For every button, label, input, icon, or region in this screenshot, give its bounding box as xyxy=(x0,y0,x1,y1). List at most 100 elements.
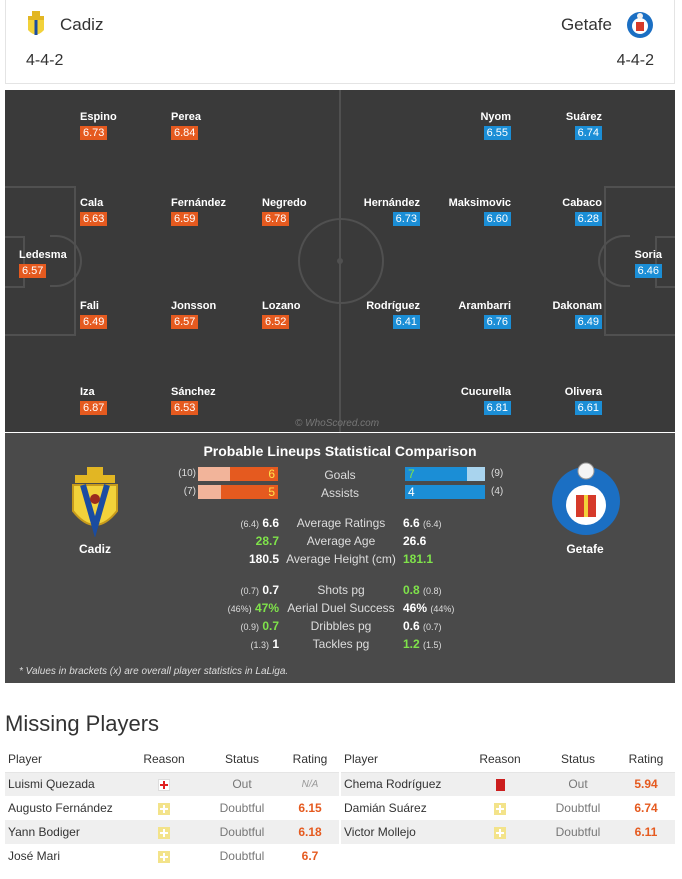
missing-players-title: Missing Players xyxy=(5,711,160,736)
away-goals-value: 7 xyxy=(408,467,415,481)
home-assists-track: 5 xyxy=(198,485,278,499)
stat-label: Average Ratings xyxy=(296,516,386,530)
player-name: Suárez xyxy=(565,111,602,123)
home-assists-fill xyxy=(221,485,278,499)
col-rating[interactable]: Rating xyxy=(281,746,339,773)
stat-row-aerial: (46%) 47% Aerial Duel Success 46% (44%) xyxy=(5,601,675,619)
player-name: Olivera xyxy=(564,386,602,398)
home-player[interactable]: Fali 6.49 xyxy=(80,300,170,330)
home-player[interactable]: Ledesma 6.57 xyxy=(19,249,109,279)
home-player[interactable]: Iza 6.87 xyxy=(80,386,170,416)
player-name: Soria xyxy=(634,249,662,261)
home-stat-value: (46%) 47% xyxy=(227,601,279,615)
player-rating: 6.61 xyxy=(574,401,602,415)
home-player[interactable]: Sánchez 6.53 xyxy=(171,386,261,416)
away-stat-value: 26.6 xyxy=(403,534,427,548)
player-rating: 6.78 xyxy=(262,212,290,226)
col-rating[interactable]: Rating xyxy=(617,746,675,773)
col-status[interactable]: Status xyxy=(203,746,281,773)
home-stat-value: (1.3) 1 xyxy=(250,637,279,651)
away-player[interactable]: Cabaco 6.28 xyxy=(512,197,602,227)
player-rating: 6.59 xyxy=(171,212,199,226)
missing-player-name[interactable]: José Mari xyxy=(8,849,61,863)
missing-player-name[interactable]: Chema Rodríguez xyxy=(341,772,461,796)
missing-status: Doubtful xyxy=(219,801,265,815)
away-goals-track: 7 xyxy=(405,467,485,481)
player-rating: 6.41 xyxy=(392,315,420,329)
col-status[interactable]: Status xyxy=(539,746,617,773)
player-rating: 6.74 xyxy=(574,126,602,140)
player-name: Cucurella xyxy=(460,386,511,398)
doubtful-icon xyxy=(158,802,170,815)
home-stat-value: (0.7) 0.7 xyxy=(240,583,279,597)
player-rating: 6.81 xyxy=(483,401,511,415)
missing-player-name[interactable]: Victor Mollejo xyxy=(341,820,461,844)
away-goals-fill xyxy=(405,467,468,481)
stat-row-shots: (0.7) 0.7 Shots pg 0.8 (0.8) xyxy=(5,583,675,601)
table-row: Victor Mollejo Doubtful 6.11 xyxy=(341,820,675,844)
home-player[interactable]: Cala 6.63 xyxy=(80,197,170,227)
col-player[interactable]: Player xyxy=(341,746,461,773)
home-goals-overall: (10) xyxy=(178,468,196,479)
home-stat-value: 180.5 xyxy=(248,552,279,566)
away-stat-value: 181.1 xyxy=(403,552,434,566)
red-card-icon xyxy=(495,779,505,792)
missing-status: Doubtful xyxy=(219,849,265,863)
comparison-away-name: Getafe xyxy=(566,542,604,556)
home-assists-value: 5 xyxy=(268,485,275,499)
player-name: Maksimovic xyxy=(448,197,511,209)
away-player[interactable]: Soria 6.46 xyxy=(572,249,662,279)
home-player[interactable]: Jonsson 6.57 xyxy=(171,300,261,330)
table-row: Augusto Fernández Doubtful 6.15 xyxy=(5,796,339,820)
comparison-title: Probable Lineups Statistical Comparison xyxy=(203,443,477,459)
away-player[interactable]: Dakonam 6.49 xyxy=(512,300,602,330)
away-player[interactable]: Nyom 6.55 xyxy=(421,111,511,141)
col-reason[interactable]: Reason xyxy=(125,746,203,773)
missing-status: Out xyxy=(203,772,281,796)
home-team-name[interactable]: Cadiz xyxy=(60,15,104,34)
player-name: Lozano xyxy=(262,300,301,312)
player-rating: 6.49 xyxy=(574,315,602,329)
away-team-name[interactable]: Getafe xyxy=(560,15,612,34)
home-goals-value: 6 xyxy=(268,467,275,481)
home-goals-track: 6 xyxy=(198,467,278,481)
home-player[interactable]: Lozano 6.52 xyxy=(262,300,352,330)
missing-rating: 5.94 xyxy=(617,772,675,796)
away-player[interactable]: Suárez 6.74 xyxy=(512,111,602,141)
missing-player-name[interactable]: Augusto Fernández xyxy=(8,801,113,815)
missing-player-name[interactable]: Yann Bodiger xyxy=(5,820,125,844)
cadiz-crest-icon xyxy=(72,467,118,537)
watermark: © WhoScored.com xyxy=(295,418,380,429)
col-player[interactable]: Player xyxy=(5,746,125,773)
player-name: Cala xyxy=(80,197,104,209)
player-rating: 6.46 xyxy=(634,264,662,278)
away-player[interactable]: Rodríguez 6.41 xyxy=(330,300,420,330)
center-spot xyxy=(337,258,343,264)
goal-box-left xyxy=(5,236,25,288)
missing-rating: 6.74 xyxy=(634,801,658,815)
player-name: Jonsson xyxy=(171,300,217,312)
col-reason[interactable]: Reason xyxy=(461,746,539,773)
getafe-crest-icon xyxy=(552,462,620,535)
getafe-badge-icon xyxy=(627,12,653,38)
away-player[interactable]: Cucurella 6.81 xyxy=(421,386,511,416)
player-rating: 6.84 xyxy=(171,126,199,140)
player-rating: 6.60 xyxy=(483,212,511,226)
away-player[interactable]: Arambarri 6.76 xyxy=(421,300,511,330)
away-player[interactable]: Hernández 6.73 xyxy=(330,197,420,227)
missing-player-name[interactable]: Damián Suárez xyxy=(344,801,427,815)
away-assists-track: 4 xyxy=(405,485,485,499)
home-assists-overall: (7) xyxy=(183,486,196,497)
home-player[interactable]: Negredo 6.78 xyxy=(262,197,352,227)
away-player[interactable]: Maksimovic 6.60 xyxy=(421,197,511,227)
stat-row-tackles: (1.3) 1 Tackles pg 1.2 (1.5) xyxy=(5,637,675,655)
stat-row-average-height: 180.5 Average Height (cm) 181.1 xyxy=(5,552,675,570)
doubtful-icon xyxy=(158,826,170,839)
missing-player-name[interactable]: Luismi Quezada xyxy=(5,772,125,796)
home-player[interactable]: Fernández 6.59 xyxy=(171,197,261,227)
away-player[interactable]: Olivera 6.61 xyxy=(512,386,602,416)
home-player[interactable]: Espino 6.73 xyxy=(80,111,170,141)
home-player[interactable]: Perea 6.84 xyxy=(171,111,261,141)
away-missing-table: Player Reason Status Rating Chema Rodríg… xyxy=(341,746,675,844)
player-rating: 6.55 xyxy=(483,126,511,140)
